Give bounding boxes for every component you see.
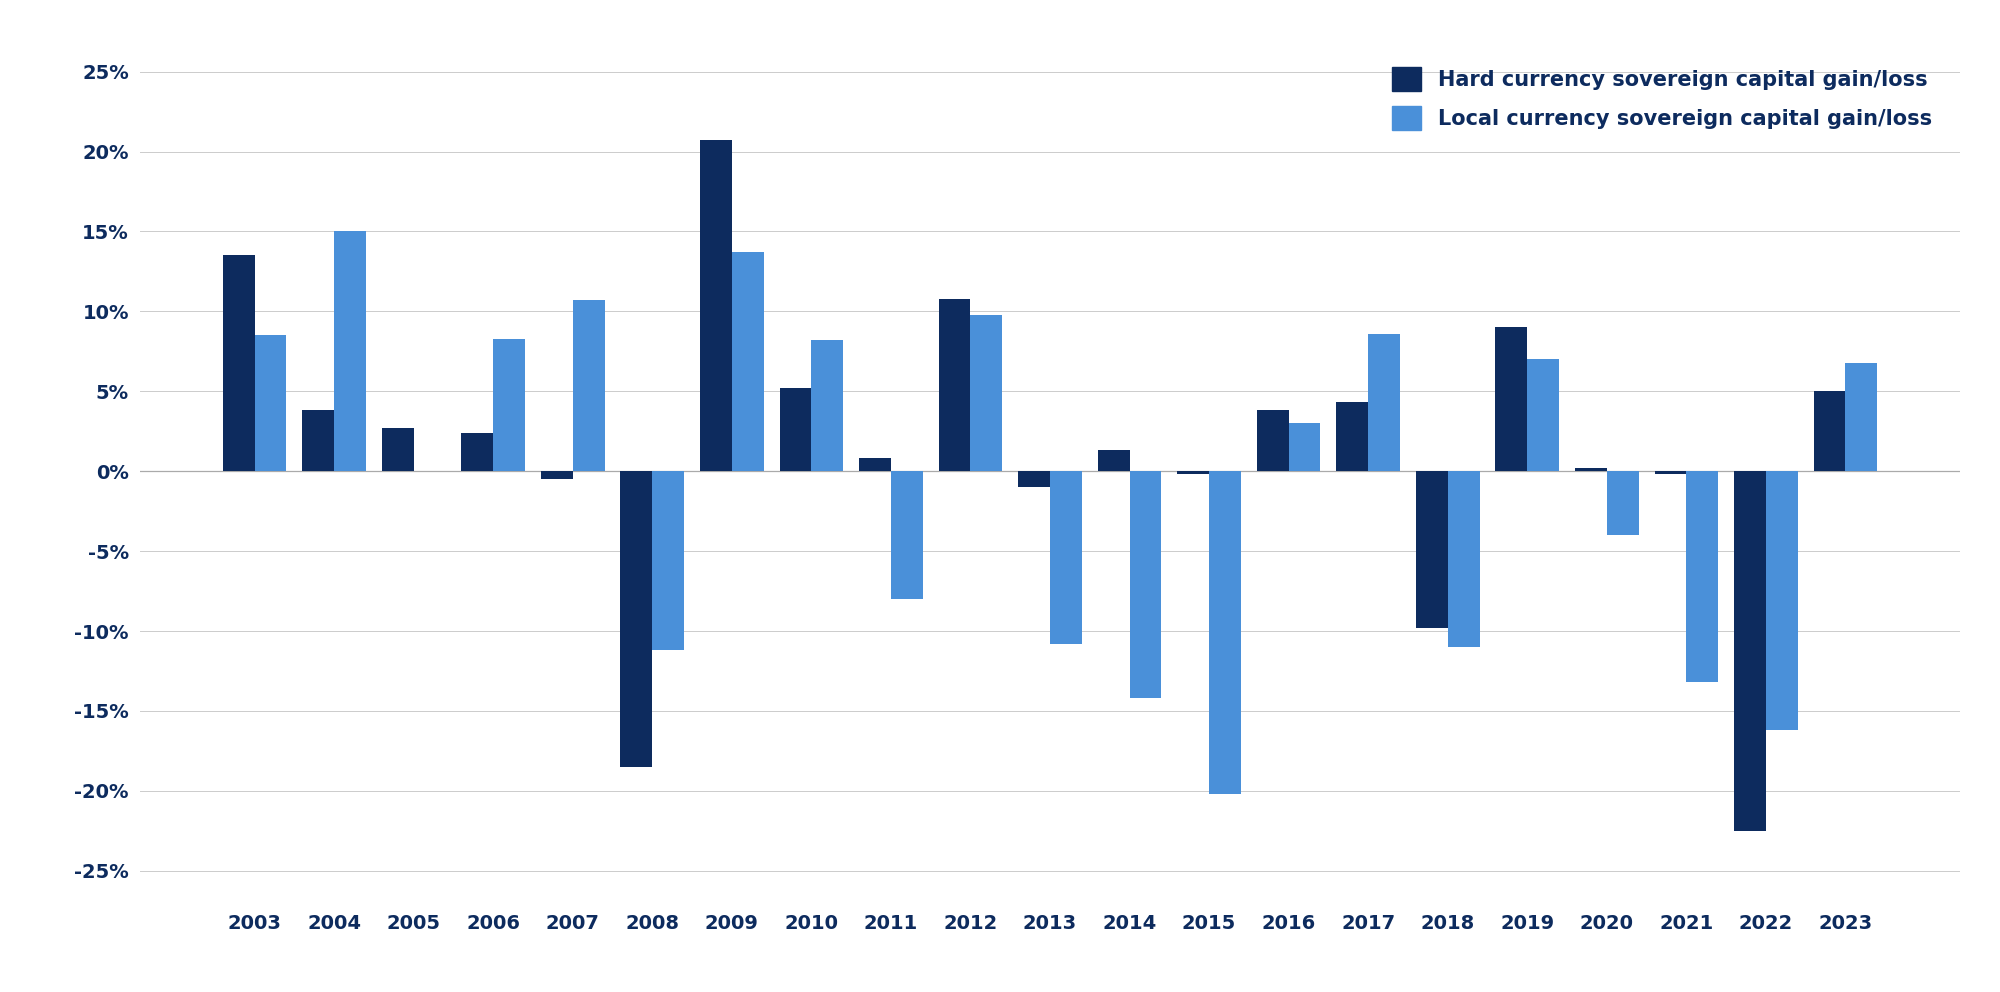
Bar: [540, 471, 572, 479]
Bar: [1130, 471, 1162, 698]
Bar: [1734, 471, 1766, 831]
Bar: [1018, 471, 1050, 487]
Bar: [222, 256, 254, 471]
Bar: [1050, 471, 1082, 644]
Bar: [780, 388, 812, 471]
Bar: [1576, 468, 1606, 471]
Legend: Hard currency sovereign capital gain/loss, Local currency sovereign capital gain: Hard currency sovereign capital gain/los…: [1384, 59, 1940, 138]
Bar: [620, 471, 652, 767]
Bar: [1528, 359, 1560, 471]
Bar: [1448, 471, 1480, 647]
Bar: [1814, 391, 1846, 471]
Bar: [1686, 471, 1718, 682]
Bar: [700, 141, 732, 471]
Bar: [1178, 471, 1210, 474]
Bar: [1210, 471, 1240, 794]
Bar: [1416, 471, 1448, 628]
Bar: [462, 433, 494, 471]
Bar: [938, 299, 970, 471]
Bar: [652, 471, 684, 650]
Bar: [1288, 424, 1320, 471]
Bar: [1654, 471, 1686, 474]
Bar: [860, 458, 890, 471]
Bar: [1336, 403, 1368, 471]
Bar: [970, 314, 1002, 471]
Bar: [732, 252, 764, 471]
Bar: [1606, 471, 1638, 535]
Bar: [1098, 450, 1130, 471]
Bar: [494, 338, 526, 471]
Bar: [302, 411, 334, 471]
Bar: [890, 471, 922, 599]
Bar: [334, 231, 366, 471]
Bar: [572, 301, 604, 471]
Bar: [1368, 333, 1400, 471]
Bar: [1256, 411, 1288, 471]
Bar: [812, 340, 844, 471]
Bar: [1496, 327, 1528, 471]
Bar: [254, 335, 286, 471]
Bar: [1766, 471, 1798, 730]
Bar: [1846, 362, 1878, 471]
Bar: [382, 429, 414, 471]
